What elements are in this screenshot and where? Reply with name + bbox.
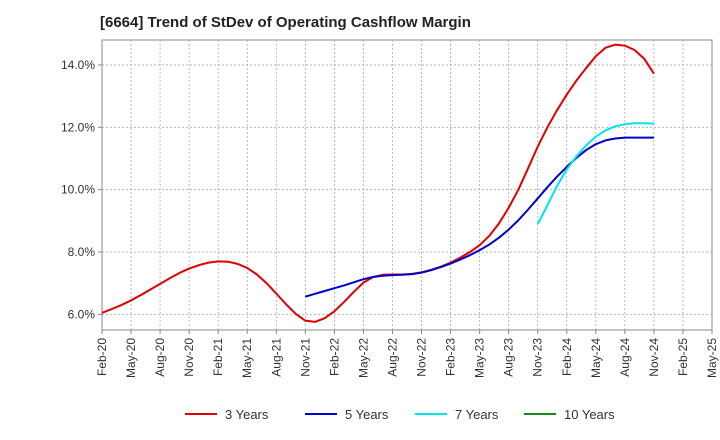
- x-tick-label: Aug-21: [269, 338, 283, 377]
- x-tick-label: Feb-21: [211, 338, 225, 376]
- chart-title: [6664] Trend of StDev of Operating Cashf…: [100, 14, 471, 31]
- series-line-5-years: [305, 136, 654, 298]
- x-tick-label: Aug-22: [385, 338, 399, 377]
- x-tick-label: Feb-25: [676, 338, 690, 376]
- legend-label-7-years: 7 Years: [455, 407, 499, 422]
- x-tick-label: Aug-20: [153, 338, 167, 377]
- y-tick-label: 6.0%: [68, 307, 96, 321]
- y-tick-label: 8.0%: [68, 245, 96, 259]
- x-tick-label: Feb-23: [444, 338, 458, 376]
- x-tick-label: Nov-20: [182, 338, 196, 377]
- x-tick-label: May-24: [589, 338, 603, 378]
- x-tick-label: May-21: [240, 338, 254, 378]
- x-tick-label: May-22: [356, 338, 370, 378]
- y-tick-label: 14.0%: [61, 58, 95, 72]
- y-tick-label: 10.0%: [61, 183, 95, 197]
- x-tick-label: Nov-24: [647, 338, 661, 377]
- legend-label-5-years: 5 Years: [345, 407, 389, 422]
- x-tick-label: Nov-23: [531, 338, 545, 377]
- legend-label-3-years: 3 Years: [225, 407, 269, 422]
- x-tick-label: Aug-24: [618, 338, 632, 377]
- series-line-3-years: [101, 43, 655, 323]
- x-tick-label: Feb-22: [327, 338, 341, 376]
- x-tick-label: Feb-24: [560, 338, 574, 376]
- x-tick-label: Nov-22: [415, 338, 429, 377]
- series-line-7-years: [536, 122, 654, 225]
- x-tick-label: May-23: [473, 338, 487, 378]
- x-tick-label: Feb-20: [95, 338, 109, 376]
- x-tick-label: Nov-21: [298, 338, 312, 377]
- legend-label-10-years: 10 Years: [564, 407, 615, 422]
- y-tick-label: 12.0%: [61, 120, 95, 134]
- x-tick-label: May-25: [705, 338, 719, 378]
- x-tick-label: May-20: [124, 338, 138, 378]
- plot-frame: [101, 39, 713, 331]
- x-tick-label: Aug-23: [502, 338, 516, 377]
